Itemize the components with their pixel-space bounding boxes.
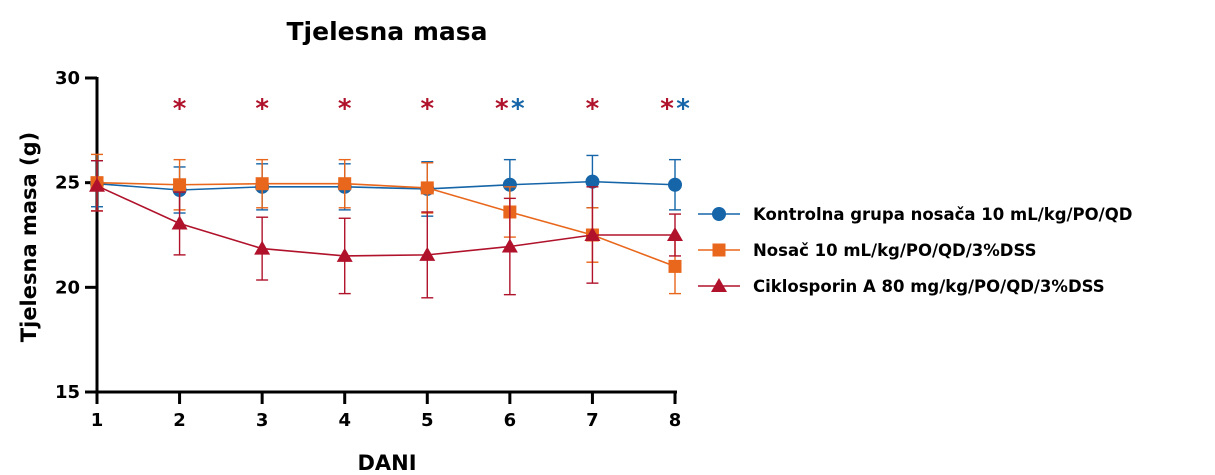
x-tick-label: 5 bbox=[421, 410, 434, 431]
y-tick-label: 30 bbox=[55, 68, 80, 89]
y-axis-label: Tjelesna masa (g) bbox=[17, 132, 41, 342]
legend-item-1: Kontrolna grupa nosača 10 mL/kg/PO/QD bbox=[698, 205, 1132, 224]
data-point bbox=[667, 227, 683, 241]
data-point bbox=[419, 246, 436, 261]
data-point bbox=[501, 238, 518, 253]
data-point bbox=[668, 259, 682, 273]
data-point bbox=[254, 240, 271, 255]
x-tick-label: 1 bbox=[91, 410, 104, 431]
legend-item-2: Nosač 10 mL/kg/PO/QD/3%DSS bbox=[698, 241, 1037, 260]
data-point bbox=[255, 177, 269, 191]
axes: 15 20 25 30 1 2 3 4 5 6 7 8 bbox=[55, 68, 681, 431]
x-tick-label: 4 bbox=[338, 410, 351, 431]
chart-title: Tjelesna masa bbox=[286, 17, 487, 46]
legend-label: Ciklosporin A 80 mg/kg/PO/QD/3%DSS bbox=[753, 277, 1105, 296]
significance-asterisk: * bbox=[255, 94, 269, 124]
legend: Kontrolna grupa nosača 10 mL/kg/PO/QD Nos… bbox=[698, 205, 1132, 296]
data-point bbox=[336, 247, 353, 262]
significance-asterisk: * bbox=[511, 94, 525, 124]
y-tick-label: 20 bbox=[55, 277, 80, 298]
legend-marker bbox=[712, 243, 726, 257]
x-tick-label: 3 bbox=[256, 410, 269, 431]
data-point bbox=[584, 227, 601, 241]
y-tick-label: 25 bbox=[55, 173, 80, 194]
x-tick-label: 2 bbox=[173, 410, 186, 431]
data-point bbox=[89, 177, 105, 192]
significance-asterisk: * bbox=[660, 94, 674, 124]
data-point bbox=[420, 181, 434, 195]
series-3 bbox=[89, 159, 683, 299]
data-point bbox=[502, 177, 517, 192]
legend-marker bbox=[711, 278, 727, 292]
series-line bbox=[96, 185, 675, 257]
x-tick-label: 7 bbox=[586, 410, 599, 431]
legend-item-3: Ciklosporin A 80 mg/kg/PO/QD/3%DSS bbox=[698, 277, 1105, 296]
data-point bbox=[173, 178, 187, 192]
legend-marker bbox=[712, 207, 726, 221]
legend-label: Nosač 10 mL/kg/PO/QD/3%DSS bbox=[753, 241, 1037, 260]
data-point bbox=[338, 177, 352, 191]
significance-asterisk: * bbox=[338, 94, 352, 124]
series-line bbox=[96, 180, 676, 191]
y-tick-label: 15 bbox=[55, 382, 80, 403]
legend-label: Kontrolna grupa nosača 10 mL/kg/PO/QD bbox=[753, 205, 1132, 224]
significance-asterisk: * bbox=[676, 94, 690, 124]
x-tick-label: 6 bbox=[504, 410, 517, 431]
series-line bbox=[96, 181, 676, 268]
significance-asterisk: * bbox=[495, 94, 509, 124]
significance-asterisk: * bbox=[173, 94, 187, 124]
data-point bbox=[585, 174, 600, 189]
significance-markers: * * * * * * * * * bbox=[173, 94, 690, 124]
x-tick-label: 8 bbox=[669, 410, 682, 431]
x-axis-label: DANI bbox=[357, 451, 416, 475]
series-layer bbox=[89, 153, 683, 299]
data-point bbox=[171, 215, 188, 230]
data-point bbox=[668, 177, 682, 192]
significance-asterisk: * bbox=[586, 94, 600, 124]
significance-asterisk: * bbox=[420, 94, 434, 124]
